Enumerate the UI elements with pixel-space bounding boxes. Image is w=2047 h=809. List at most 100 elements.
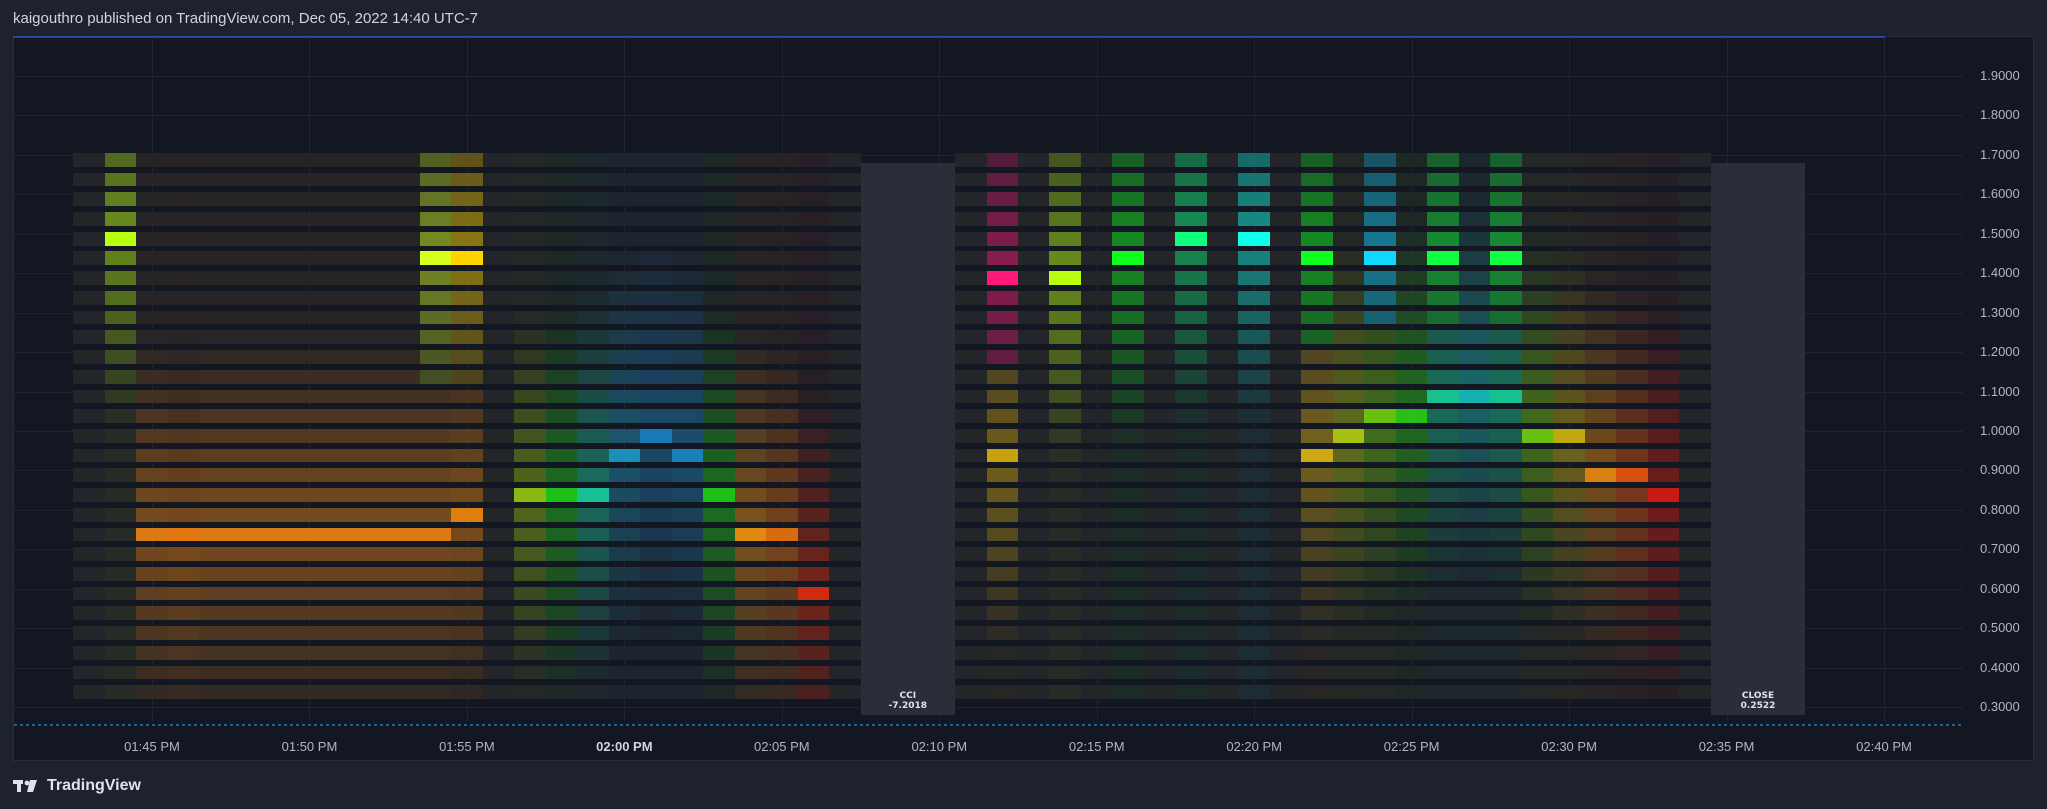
heatmap-cell (104, 212, 137, 226)
heatmap-cell (766, 468, 799, 483)
heatmap-cell (1206, 448, 1240, 463)
heatmap-cell (514, 350, 547, 364)
heatmap-cell (1018, 290, 1051, 305)
heatmap-cell (451, 606, 484, 621)
heatmap-cell (703, 192, 736, 207)
heatmap-cell (703, 290, 736, 305)
heatmap-cell (73, 212, 106, 226)
heatmap-cell (167, 488, 200, 502)
heatmap-cell (1018, 606, 1051, 621)
heatmap-cell (766, 586, 799, 601)
heatmap-cell (293, 350, 326, 364)
heatmap-cell (1112, 645, 1145, 660)
heatmap-cell (1616, 251, 1649, 266)
heatmap-cell (167, 310, 200, 325)
heatmap-cell (1143, 172, 1177, 187)
heatmap-cell (136, 192, 169, 207)
heatmap-cell (986, 547, 1019, 562)
heatmap-cell (1458, 626, 1491, 640)
heatmap-cell (1584, 685, 1617, 700)
heatmap-cell (1521, 448, 1554, 463)
heatmap-cell (136, 626, 169, 640)
heatmap-cell (356, 350, 389, 364)
heatmap-cell (1112, 626, 1145, 640)
heatmap-cell (1018, 409, 1051, 423)
heatmap-cell (1427, 468, 1460, 483)
heatmap-cell (829, 310, 862, 325)
heatmap-cell (1269, 626, 1302, 640)
heatmap-cell (640, 350, 673, 364)
heatmap-cell (955, 231, 988, 246)
heatmap-cell (1049, 192, 1082, 207)
heatmap-cell (955, 172, 988, 187)
heatmap-cell (1238, 448, 1271, 463)
heatmap-cell (1427, 409, 1460, 423)
heatmap-cell (136, 645, 169, 660)
heatmap-cell (1080, 389, 1114, 404)
heatmap-cell (104, 566, 137, 581)
heatmap-cell (1080, 685, 1114, 700)
heatmap-cell (545, 448, 578, 463)
heatmap-cell (766, 507, 799, 522)
tradingview-logo-icon (13, 778, 41, 794)
heatmap-cell (167, 409, 200, 423)
heatmap-cell (1143, 488, 1177, 502)
heatmap-cell (230, 290, 263, 305)
heatmap-cell (136, 212, 169, 226)
heatmap-cell (671, 152, 704, 167)
heatmap-cell (1458, 192, 1491, 207)
heatmap-cell (514, 231, 547, 246)
time-axis-label: 01:50 PM (281, 739, 338, 754)
heatmap-cell (230, 212, 263, 226)
heatmap-cell (797, 527, 830, 542)
heatmap-cell (1647, 685, 1680, 700)
heatmap-cell (1143, 685, 1177, 700)
heatmap-cell (167, 212, 200, 226)
heatmap-cell (1364, 586, 1397, 601)
heatmap-cell (608, 389, 641, 404)
heatmap-cell (1332, 488, 1365, 502)
heatmap-cell (1458, 468, 1491, 483)
heatmap-cell (1364, 310, 1397, 325)
heatmap-cell (797, 152, 830, 167)
heatmap-cell (1080, 310, 1114, 325)
heatmap-cell (545, 409, 578, 423)
heatmap-cell (1206, 350, 1240, 364)
heatmap-cell (1269, 606, 1302, 621)
tradingview-logo[interactable]: TradingView (13, 776, 141, 796)
heatmap-cell (1080, 330, 1114, 345)
heatmap-cell (1521, 409, 1554, 423)
heatmap-cell (1269, 212, 1302, 226)
heatmap-cell (1647, 645, 1680, 660)
heatmap-cell (1395, 606, 1428, 621)
heatmap-cell (1018, 369, 1051, 384)
price-axis-label: 1.9000 (1980, 68, 2020, 83)
heatmap-cell (1332, 606, 1365, 621)
heatmap-cell (703, 586, 736, 601)
heatmap-plot[interactable]: CCI -7.2018 CLOSE 0.2522 (14, 38, 1963, 721)
heatmap-cell (734, 212, 767, 226)
heatmap-cell (1584, 507, 1617, 522)
heatmap-cell (1616, 586, 1649, 601)
heatmap-cell (640, 330, 673, 345)
heatmap-cell (1080, 271, 1114, 285)
heatmap-cell (1018, 192, 1051, 207)
heatmap-cell (1143, 152, 1177, 167)
heatmap-cell (167, 152, 200, 167)
heatmap-cell (577, 172, 610, 187)
heatmap-cell (1616, 212, 1649, 226)
heatmap-cell (1018, 271, 1051, 285)
heatmap-cell (829, 389, 862, 404)
heatmap-cell (1553, 369, 1586, 384)
time-axis-label: 02:25 PM (1383, 739, 1440, 754)
time-axis-label: 02:20 PM (1226, 739, 1282, 754)
heatmap-cell (1616, 527, 1649, 542)
heatmap-cell (293, 330, 326, 345)
heatmap-cell (1490, 468, 1523, 483)
heatmap-cell (734, 428, 767, 443)
heatmap-cell (955, 547, 988, 562)
heatmap-cell (167, 626, 200, 640)
heatmap-cell (293, 606, 326, 621)
heatmap-cell (230, 448, 263, 463)
heatmap-cell (1553, 685, 1586, 700)
